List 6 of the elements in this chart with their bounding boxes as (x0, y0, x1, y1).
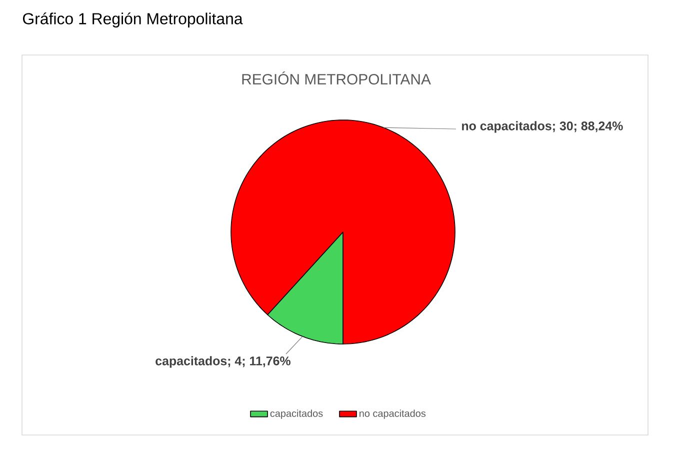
text: Gráfico 1 Región Metropolitana (23, 12, 243, 28)
legend-label: no capacitados (360, 410, 426, 419)
chart-title: REGIÓN METROPOLITANA (242, 71, 431, 85)
data-label: capacitados; 4; 11,76% (156, 356, 290, 368)
data-label: no capacitados; 30; 88,24% (462, 121, 623, 133)
legend-label: capacitados (270, 410, 323, 419)
